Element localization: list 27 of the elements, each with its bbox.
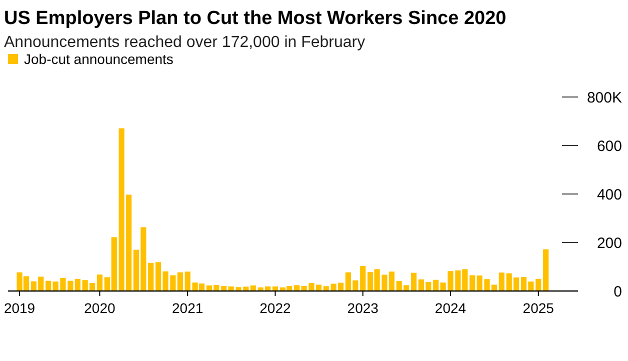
- bar: [360, 266, 366, 291]
- bar: [433, 280, 439, 291]
- y-tick-label: 600: [596, 138, 622, 155]
- bar: [410, 272, 417, 291]
- bar: [543, 249, 549, 291]
- x-tick-label: 2021: [172, 300, 204, 316]
- bar: [177, 272, 183, 291]
- x-tick-label: 2023: [347, 300, 379, 316]
- y-tick-label: 0: [614, 283, 622, 300]
- chart-title: US Employers Plan to Cut the Most Workers Since 2020: [4, 8, 506, 29]
- bar: [470, 275, 476, 291]
- bar: [96, 274, 103, 291]
- y-tick-label: 400: [596, 186, 622, 204]
- y-tick-label: 800K: [586, 89, 622, 106]
- chart-subtitle: Announcements reached over 172,000 in February: [4, 34, 366, 51]
- bar: [536, 278, 542, 291]
- x-tick-label: 2020: [84, 300, 116, 316]
- bar: [498, 272, 504, 291]
- bar: [323, 286, 329, 291]
- y-tick-label: 200: [596, 234, 622, 252]
- x-tick-label: 2022: [260, 300, 292, 316]
- x-tick-label: 2024: [434, 300, 466, 316]
- legend-label: Job-cut announcements: [24, 51, 174, 67]
- x-tick-label: 2025: [522, 300, 554, 316]
- bar: [74, 278, 80, 291]
- bar: [148, 262, 154, 291]
- x-tick-label: 2019: [4, 300, 36, 316]
